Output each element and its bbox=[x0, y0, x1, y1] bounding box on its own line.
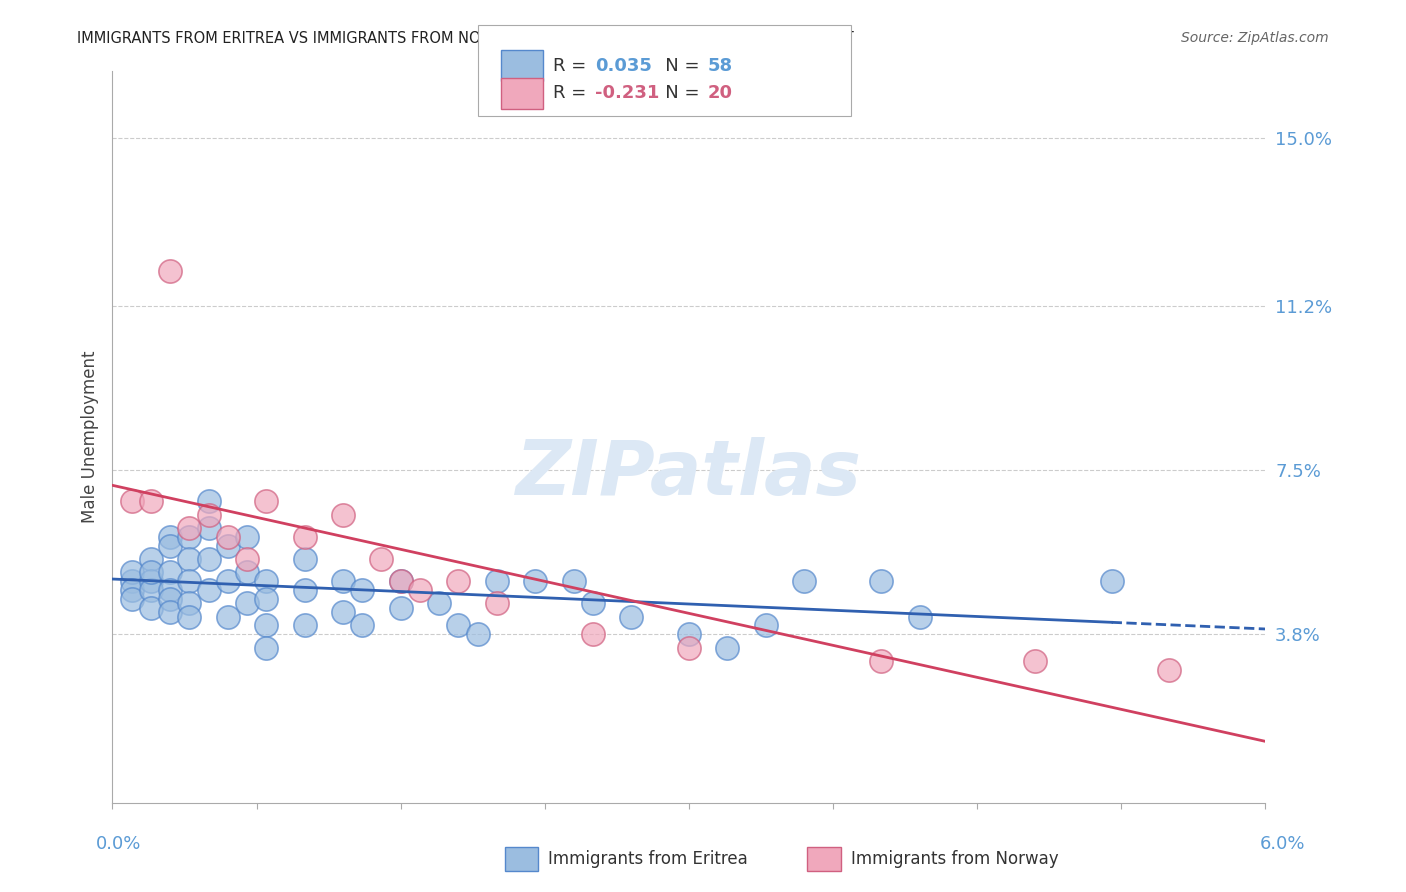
Point bbox=[447, 618, 470, 632]
Point bbox=[139, 566, 162, 580]
Text: 58: 58 bbox=[707, 56, 733, 75]
Point bbox=[908, 609, 931, 624]
Point bbox=[179, 521, 201, 535]
Point bbox=[254, 591, 277, 606]
Text: 0.0%: 0.0% bbox=[96, 835, 141, 853]
Point bbox=[582, 596, 605, 610]
Text: N =: N = bbox=[648, 85, 706, 103]
Point bbox=[121, 494, 143, 508]
Text: R =: R = bbox=[553, 56, 592, 75]
Point bbox=[197, 494, 219, 508]
Point bbox=[179, 530, 201, 544]
Point bbox=[121, 566, 143, 580]
Y-axis label: Male Unemployment: Male Unemployment bbox=[80, 351, 98, 524]
Point bbox=[389, 574, 412, 589]
Point bbox=[485, 574, 508, 589]
Point bbox=[294, 582, 316, 597]
Point bbox=[294, 530, 316, 544]
Point bbox=[236, 530, 259, 544]
Point bbox=[159, 591, 181, 606]
Point bbox=[159, 530, 181, 544]
Point bbox=[217, 539, 239, 553]
Text: 20: 20 bbox=[707, 85, 733, 103]
Point bbox=[254, 574, 277, 589]
Point bbox=[139, 600, 162, 615]
Point bbox=[409, 582, 432, 597]
Point bbox=[121, 574, 143, 589]
Point bbox=[620, 609, 643, 624]
Point bbox=[332, 508, 354, 522]
Point bbox=[352, 618, 374, 632]
Point bbox=[467, 627, 489, 641]
Point bbox=[236, 566, 259, 580]
Point bbox=[121, 582, 143, 597]
Point bbox=[678, 640, 700, 655]
Point bbox=[793, 574, 815, 589]
Text: 0.035: 0.035 bbox=[595, 56, 651, 75]
Point bbox=[1159, 663, 1181, 677]
Point bbox=[139, 574, 162, 589]
Point bbox=[294, 618, 316, 632]
Point bbox=[485, 596, 508, 610]
Point bbox=[389, 574, 412, 589]
Point bbox=[159, 264, 181, 278]
Point bbox=[139, 552, 162, 566]
Point bbox=[1024, 654, 1046, 668]
Text: IMMIGRANTS FROM ERITREA VS IMMIGRANTS FROM NORWAY MALE UNEMPLOYMENT CORRELATION : IMMIGRANTS FROM ERITREA VS IMMIGRANTS FR… bbox=[77, 31, 853, 46]
Point bbox=[582, 627, 605, 641]
Point bbox=[254, 640, 277, 655]
Point bbox=[755, 618, 778, 632]
Point bbox=[159, 582, 181, 597]
Point bbox=[179, 596, 201, 610]
Point bbox=[447, 574, 470, 589]
Point bbox=[217, 609, 239, 624]
Point bbox=[524, 574, 547, 589]
Point bbox=[332, 605, 354, 619]
Point bbox=[352, 582, 374, 597]
Point bbox=[179, 609, 201, 624]
Point bbox=[1101, 574, 1123, 589]
Point bbox=[332, 574, 354, 589]
Point bbox=[217, 574, 239, 589]
Point bbox=[427, 596, 450, 610]
Point bbox=[254, 618, 277, 632]
Point bbox=[870, 654, 893, 668]
Point bbox=[197, 521, 219, 535]
Point bbox=[716, 640, 738, 655]
Point bbox=[870, 574, 893, 589]
Point bbox=[179, 574, 201, 589]
Point bbox=[121, 591, 143, 606]
Text: Immigrants from Eritrea: Immigrants from Eritrea bbox=[548, 849, 748, 868]
Text: -0.231: -0.231 bbox=[595, 85, 659, 103]
Point bbox=[236, 596, 259, 610]
Text: ZIPatlas: ZIPatlas bbox=[516, 437, 862, 510]
Point bbox=[254, 494, 277, 508]
Point bbox=[217, 530, 239, 544]
Point bbox=[370, 552, 392, 566]
Text: R =: R = bbox=[553, 85, 592, 103]
Text: N =: N = bbox=[648, 56, 706, 75]
Point bbox=[294, 552, 316, 566]
Point bbox=[139, 582, 162, 597]
Point bbox=[197, 582, 219, 597]
Point bbox=[236, 552, 259, 566]
Text: 6.0%: 6.0% bbox=[1260, 835, 1305, 853]
Point bbox=[389, 600, 412, 615]
Point bbox=[159, 566, 181, 580]
Text: Immigrants from Norway: Immigrants from Norway bbox=[851, 849, 1059, 868]
Point bbox=[179, 552, 201, 566]
Point bbox=[678, 627, 700, 641]
Point bbox=[197, 552, 219, 566]
Text: Source: ZipAtlas.com: Source: ZipAtlas.com bbox=[1181, 31, 1329, 45]
Point bbox=[139, 494, 162, 508]
Point bbox=[197, 508, 219, 522]
Point bbox=[159, 605, 181, 619]
Point bbox=[562, 574, 585, 589]
Point bbox=[159, 539, 181, 553]
